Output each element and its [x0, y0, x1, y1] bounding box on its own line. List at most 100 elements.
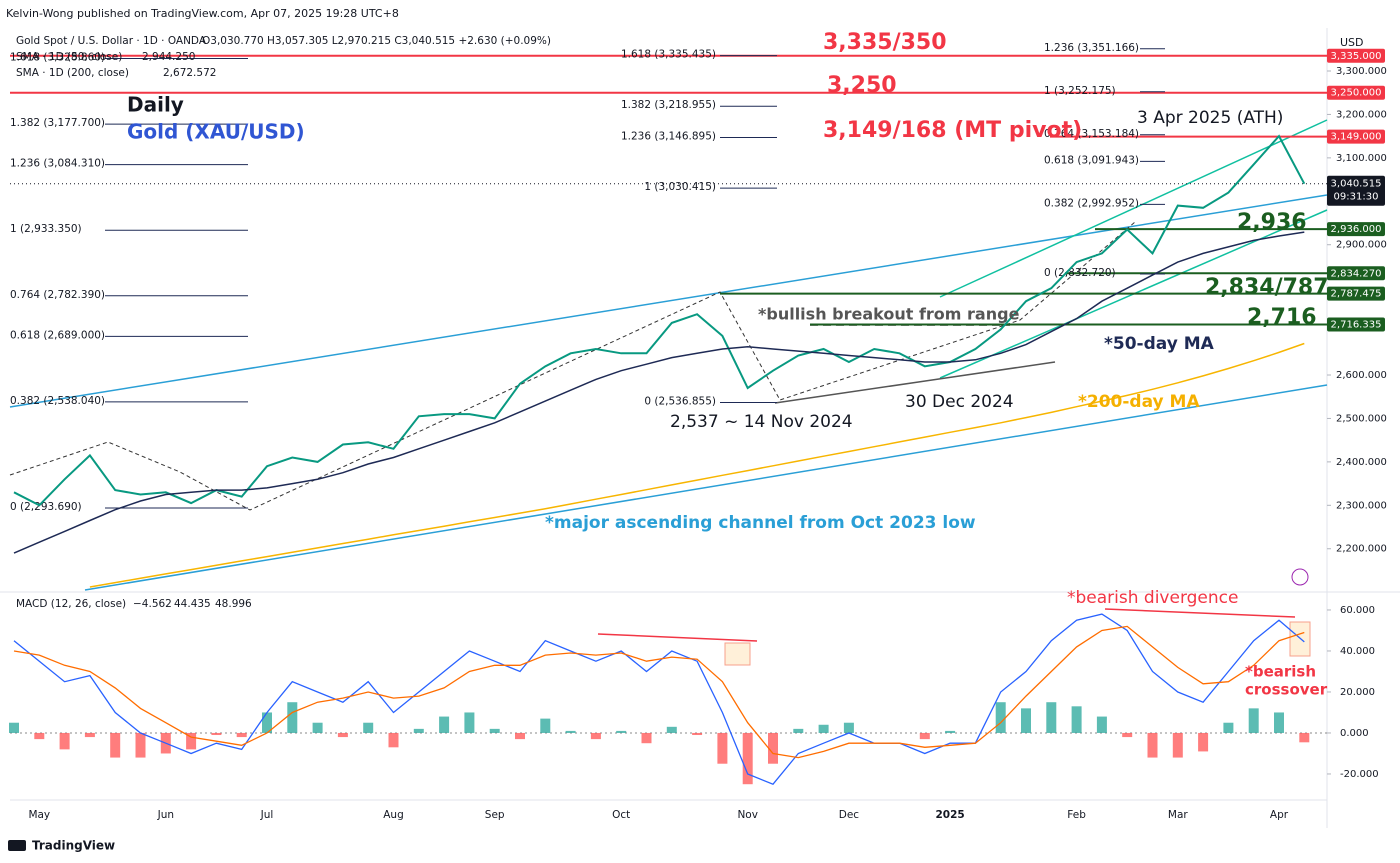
y-tick-label: 60.000 — [1340, 605, 1375, 616]
y-tick-label: 2,400.000 — [1336, 457, 1387, 468]
histogram-bar — [9, 722, 19, 733]
y-tick-label: 2,300.000 — [1336, 500, 1387, 511]
price-tag-label: 3,040.515 — [1331, 179, 1382, 190]
x-tick-label: 2025 — [935, 809, 964, 821]
y-tick-label: 20.000 — [1340, 687, 1375, 698]
histogram-bar — [59, 732, 70, 750]
histogram-bar — [793, 728, 804, 733]
y-tick-label: 0.000 — [1340, 728, 1369, 739]
histogram-bar — [616, 730, 627, 733]
x-tick-label: Nov — [737, 809, 758, 821]
fib-label: 0.764 (3,153.184) — [1044, 128, 1139, 140]
price-tag — [1327, 175, 1385, 206]
annotation: *bearish divergence — [1067, 588, 1238, 608]
rising-channel-upper — [939, 119, 1328, 298]
annotation: *major ascending channel from Oct 2023 l… — [545, 513, 976, 533]
histogram-bar — [818, 724, 829, 733]
annotation: 2,537 ~ 14 Nov 2024 — [670, 412, 853, 432]
fib-label: 1.236 (3,084.310) — [10, 158, 105, 170]
x-tick-label: Mar — [1168, 809, 1188, 821]
histogram-bar — [363, 722, 374, 733]
series-line — [13, 134, 1306, 507]
annotation: Gold (XAU/USD) — [127, 120, 305, 144]
indicator-value: 2,944.250 — [142, 51, 195, 63]
x-tick-label: Apr — [1270, 809, 1289, 821]
indicator-label: SMA · 1D (50, close) — [16, 51, 122, 63]
x-tick-label: Jul — [260, 809, 274, 821]
histogram-bar — [186, 732, 197, 750]
histogram-bar — [1274, 712, 1284, 733]
annotation: *50-day MA — [1104, 334, 1215, 354]
annotation: 2,834/787 — [1205, 275, 1329, 300]
level-tag-label: 3,250.000 — [1331, 88, 1382, 99]
y-tick-label: 3,100.000 — [1336, 153, 1387, 164]
y-tick-label: 2,900.000 — [1336, 240, 1387, 251]
level-tag — [1327, 129, 1385, 144]
histogram-bar — [843, 722, 854, 733]
annotation: 3,250 — [827, 73, 897, 98]
histogram-bar — [919, 732, 930, 740]
histogram-bar — [1223, 722, 1234, 733]
histogram-bar — [84, 732, 95, 738]
ohlc: O3,030.770 H3,057.305 L2,970.215 C3,040.… — [202, 35, 551, 47]
fib-label: 1.236 (3,351.166) — [1044, 42, 1139, 54]
channel-upper — [9, 194, 1328, 408]
fib-label: 0.382 (2,538.040) — [10, 395, 105, 407]
y-tick-label: 2,600.000 — [1336, 370, 1387, 381]
fib-label: 0.618 (3,091.943) — [1044, 154, 1139, 166]
channel-lower — [84, 384, 1328, 591]
level-tag-label: 2,716.335 — [1331, 319, 1382, 330]
histogram-bar — [565, 730, 576, 733]
footer: TradingView — [32, 839, 115, 853]
histogram-bar — [1147, 732, 1158, 758]
y-tick-label: 2,200.000 — [1336, 544, 1387, 555]
fib-label: 1 (3,030.415) — [644, 181, 716, 193]
macd-legend: 48.996 — [215, 598, 252, 610]
fib-label: 0 (2,832.720) — [1044, 267, 1116, 279]
macd-legend: 44.435 — [174, 598, 211, 610]
fib-label: 1.382 (3,218.955) — [621, 99, 716, 111]
histogram-bar — [1096, 716, 1107, 733]
fib-label: 1 (3,252.175) — [1044, 85, 1116, 97]
histogram-bar — [1071, 706, 1082, 733]
histogram-bar — [413, 728, 424, 733]
support-line — [774, 361, 1056, 404]
indicator-value: 2,672.572 — [163, 67, 216, 79]
series-line — [13, 613, 1305, 785]
currency: USD — [1340, 36, 1364, 49]
histogram-bar — [439, 716, 450, 733]
level-tag-label: 2,834.270 — [1331, 268, 1382, 279]
fib-label: 1.618 (3,328.860) — [10, 51, 105, 63]
icon[interactable] — [1291, 568, 1309, 586]
histogram-bar — [312, 722, 323, 733]
series-line — [89, 342, 1305, 588]
symbol-title: Gold Spot / U.S. Dollar · 1D · OANDA — [16, 35, 207, 47]
histogram-bar — [388, 732, 399, 748]
divergence-line — [1104, 608, 1296, 618]
divergence-line — [597, 633, 758, 642]
histogram-bar — [236, 732, 247, 738]
histogram-bar — [1198, 732, 1209, 752]
histogram-bar — [262, 712, 272, 733]
histogram-bar — [135, 732, 146, 758]
fib-label: 1 (2,933.350) — [10, 223, 82, 235]
level-tag — [1327, 317, 1385, 332]
fib-label: 0 (2,536.855) — [644, 395, 716, 407]
histogram-bar — [945, 730, 956, 733]
x-tick-label: Oct — [612, 809, 630, 821]
histogram-bar — [211, 732, 222, 736]
level-tag — [1327, 85, 1385, 100]
histogram-bar — [641, 732, 652, 744]
indicator-label: SMA · 1D (200, close) — [16, 67, 129, 79]
histogram-bar — [1021, 708, 1031, 733]
crossover-box — [724, 642, 751, 666]
histogram-bar — [110, 732, 121, 758]
histogram-bar — [742, 732, 753, 785]
x-tick-label: Aug — [383, 809, 404, 821]
annotation: 30 Dec 2024 — [905, 392, 1014, 412]
y-tick-label: 2,500.000 — [1336, 413, 1387, 424]
header: Kelvin-Wong published on TradingView.com… — [6, 7, 399, 20]
x-tick-label: Dec — [839, 809, 860, 821]
